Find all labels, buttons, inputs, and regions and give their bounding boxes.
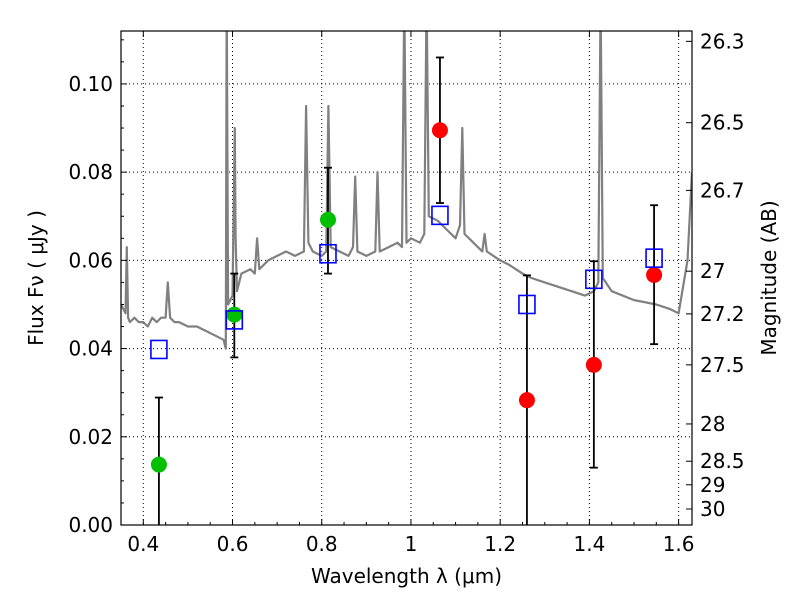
data-point-red [585, 356, 602, 373]
y-tick-label: 0.10 [68, 72, 113, 96]
model-point-square [319, 243, 337, 264]
right-tick-label: 26.5 [700, 111, 745, 135]
data-point-red [646, 266, 663, 283]
right-tick-label: 27.2 [700, 302, 745, 326]
right-tick-label: 27.5 [700, 353, 745, 377]
y-axis-label: Flux Fν ( μJy ) [24, 210, 48, 346]
y-tick-label: 0.02 [68, 425, 113, 449]
y-tick-label: 0.00 [68, 513, 113, 537]
x-tick-label: 0.8 [306, 532, 338, 556]
x-tick-label: 1 [405, 532, 418, 556]
x-tick-label: 1.6 [663, 532, 695, 556]
point-layer [150, 56, 663, 525]
x-tick-label: 0.6 [217, 532, 249, 556]
right-tick-label: 28.5 [700, 449, 745, 473]
model-point-square [225, 310, 244, 330]
data-point-green [319, 211, 336, 228]
right-tick-label: 30 [700, 497, 725, 521]
plot-frame [120, 30, 693, 526]
x-tick-label: 1.4 [573, 532, 605, 556]
right-axis-label: Magnitude (AB) [757, 200, 781, 355]
right-tick-label: 27 [700, 259, 725, 283]
model-point-square [518, 294, 536, 315]
right-tick-label: 29 [700, 473, 725, 497]
right-tick-label: 26.3 [700, 29, 745, 53]
grid-layer [121, 31, 692, 526]
y-tick-label: 0.06 [68, 248, 113, 272]
y-tick-label: 0.08 [68, 160, 113, 184]
data-point-green [150, 456, 167, 473]
spectrum-line [121, 31, 692, 350]
line-layer [121, 31, 692, 350]
tick-layer: 0.4 0.6 0.8 1 1.2 1.4 1.6 0.00 0.02 0.04 0.06 0.08 0… [68, 29, 744, 556]
x-tick-label: 1.2 [484, 532, 516, 556]
y-tick-label: 0.04 [68, 337, 113, 361]
data-point-red [431, 122, 448, 139]
x-tick-label: 0.4 [127, 532, 159, 556]
model-point-square [585, 269, 603, 290]
data-point-red [518, 392, 535, 409]
model-point-square [150, 339, 168, 360]
model-point-square [645, 248, 663, 268]
model-point-square [431, 205, 449, 226]
x-axis-label: Wavelength λ (μm) [311, 564, 502, 588]
right-tick-label: 26.7 [700, 178, 745, 202]
data-point-green [226, 306, 243, 323]
right-tick-label: 28 [700, 412, 725, 436]
